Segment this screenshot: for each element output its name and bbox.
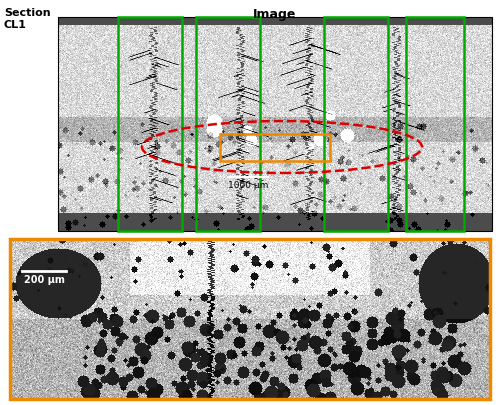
Text: 1000 μm: 1000 μm xyxy=(228,181,268,190)
Text: CL1: CL1 xyxy=(4,20,27,30)
Text: Image: Image xyxy=(254,8,296,21)
Text: Section: Section xyxy=(4,8,50,18)
Bar xyxy=(118,18,182,231)
Bar xyxy=(58,18,492,231)
Bar xyxy=(406,18,464,231)
Bar xyxy=(10,239,490,399)
Text: 200 μm: 200 μm xyxy=(24,274,64,284)
Bar xyxy=(196,18,260,231)
Bar xyxy=(324,18,388,231)
Bar xyxy=(220,135,330,162)
